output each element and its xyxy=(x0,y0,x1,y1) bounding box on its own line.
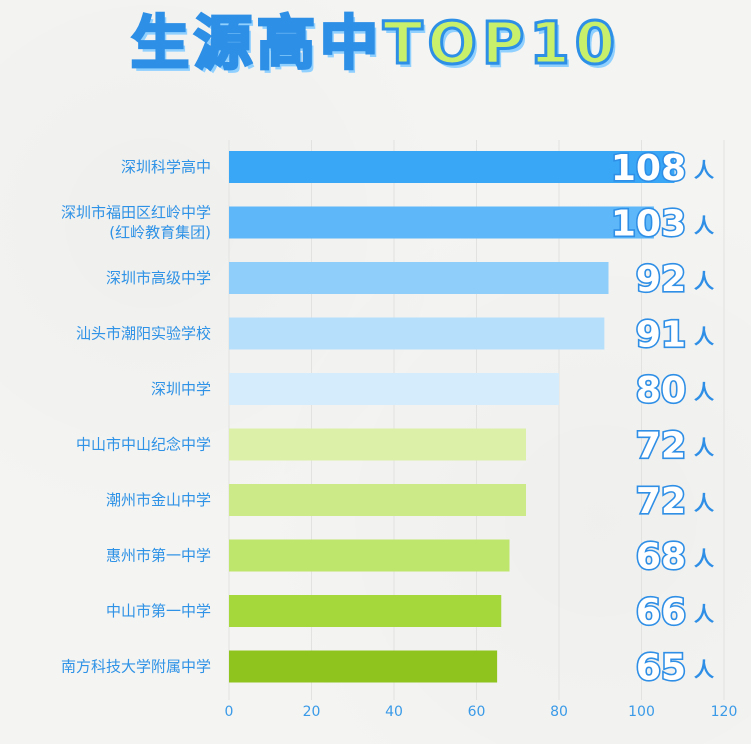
x-tick-120: 120 xyxy=(711,704,738,720)
category-label-9: 中山市第一中学 xyxy=(106,602,211,620)
category-label-6: 中山市中山纪念中学 xyxy=(76,436,211,454)
bar-8 xyxy=(229,539,510,572)
unit-label-7: 人 xyxy=(694,491,715,515)
value-label-7: 72 xyxy=(636,481,686,522)
value-label-5: 80 xyxy=(636,370,686,411)
bar-4 xyxy=(229,317,605,350)
unit-label-8: 人 xyxy=(694,547,715,571)
bar-3 xyxy=(229,262,609,294)
category-label-2-line-2: (红岭教育集团) xyxy=(109,224,211,242)
category-label-4: 汕头市潮阳实验学校 xyxy=(76,325,211,343)
x-tick-20: 20 xyxy=(303,704,321,720)
bar-2 xyxy=(229,206,654,239)
value-label-9: 66 xyxy=(636,592,686,633)
bar-5 xyxy=(229,373,559,405)
x-tick-40: 40 xyxy=(385,704,403,720)
bar-9 xyxy=(229,595,502,627)
unit-label-5: 人 xyxy=(694,380,715,404)
category-label-7: 潮州市金山中学 xyxy=(106,491,211,509)
category-label-2-line-1: 深圳市福田区红岭中学 xyxy=(61,204,211,222)
x-tick-80: 80 xyxy=(550,704,568,720)
x-tick-60: 60 xyxy=(468,704,486,720)
value-label-6: 72 xyxy=(636,426,686,467)
value-label-layer: 108 人 103 人 92 人 91 人 80 人 72 人 72 人 68 人 66 人 65 人 xyxy=(609,146,715,690)
unit-label-9: 人 xyxy=(694,602,715,626)
bar-layer xyxy=(229,151,675,683)
chart-title: 生源高中TOP10 xyxy=(129,8,621,79)
x-axis-tick-layer: 0 20 40 60 80 100 120 xyxy=(225,704,738,720)
bar-10 xyxy=(229,650,498,683)
value-label-1: 108 xyxy=(611,148,686,189)
value-label-4: 91 xyxy=(636,315,686,356)
bar-6 xyxy=(229,428,526,461)
unit-label-2: 人 xyxy=(694,214,715,238)
category-label-3: 深圳市高级中学 xyxy=(106,269,211,287)
bar-7 xyxy=(229,484,526,516)
x-tick-0: 0 xyxy=(225,704,234,720)
bar-1 xyxy=(229,151,675,183)
value-label-3: 92 xyxy=(636,259,686,300)
value-label-8: 68 xyxy=(636,537,686,578)
category-label-8: 惠州市第一中学 xyxy=(106,547,211,565)
unit-label-1: 人 xyxy=(694,158,715,182)
unit-label-3: 人 xyxy=(694,269,715,293)
value-label-10: 65 xyxy=(636,648,686,689)
category-label-5: 深圳中学 xyxy=(151,380,211,398)
value-label-2: 103 xyxy=(611,204,686,245)
unit-label-4: 人 xyxy=(694,325,715,349)
unit-label-6: 人 xyxy=(694,436,715,460)
x-tick-100: 100 xyxy=(628,704,655,720)
category-label-10: 南方科技大学附属中学 xyxy=(61,658,211,676)
unit-label-10: 人 xyxy=(694,658,715,682)
category-label-1: 深圳科学高中 xyxy=(121,158,211,176)
